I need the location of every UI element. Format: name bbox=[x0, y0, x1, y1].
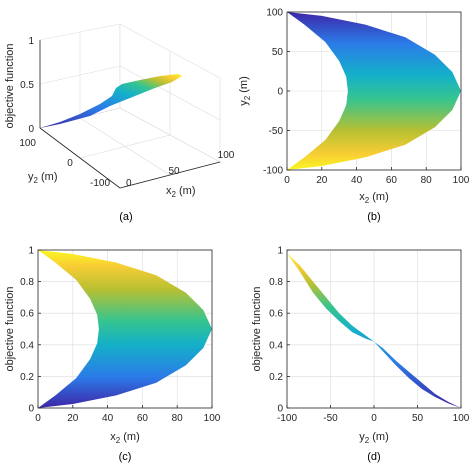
c-ytick-label: 0.4 bbox=[20, 340, 34, 351]
d-xtick-label: 50 bbox=[412, 413, 424, 424]
b-ytick-label: 100 bbox=[266, 8, 283, 19]
panel-c-xlabel: x2 (m) bbox=[110, 431, 140, 445]
panel-a-zlabel: objective function bbox=[4, 44, 16, 129]
panel-c-region bbox=[38, 250, 212, 408]
d-xtick-label: 100 bbox=[453, 413, 470, 424]
panel-a-floor-grid-2 bbox=[79, 134, 171, 159]
b-ytick-label: -50 bbox=[269, 126, 284, 137]
d-xtick-label: -100 bbox=[277, 413, 297, 424]
c-ytick-label: 0.6 bbox=[20, 309, 34, 320]
panel-d-caption: (d) bbox=[367, 451, 380, 463]
c-xtick-label: 0 bbox=[35, 413, 41, 424]
c-ytick-label: 0 bbox=[28, 404, 34, 415]
b-xtick-label: 60 bbox=[386, 175, 398, 186]
panel-a-xlabel: x2 (m) bbox=[166, 185, 196, 199]
b-ytick-label: 50 bbox=[272, 47, 284, 58]
b-ytick-label: 0 bbox=[277, 87, 283, 98]
panel-a-caption: (a) bbox=[119, 211, 132, 223]
d-ytick-label: 0.8 bbox=[269, 277, 283, 288]
panel-c: 0 20 40 60 80 100 1 0.8 0.6 0.4 0.2 0 x2 (m) object… bbox=[4, 246, 221, 464]
d-ytick-label: 0.6 bbox=[269, 309, 283, 320]
panel-a-x-axis bbox=[119, 161, 221, 189]
b-xtick-label: 20 bbox=[316, 175, 328, 186]
panel-a-ylabel: y2 (m) bbox=[28, 171, 58, 185]
panel-c-caption: (c) bbox=[119, 451, 132, 463]
c-xtick-label: 100 bbox=[204, 413, 221, 424]
panel-d: -100 -50 0 50 100 1 0.8 0.6 0.4 0.2 0 y2 (m) objec… bbox=[251, 246, 470, 464]
c-ytick-label: 0.2 bbox=[20, 372, 34, 383]
d-ytick-label: 0 bbox=[277, 404, 283, 415]
c-xtick-label: 80 bbox=[172, 413, 184, 424]
panel-a-ytick-m100: -100 bbox=[90, 178, 110, 189]
panel-b-caption: (b) bbox=[367, 211, 380, 223]
panel-a-surface bbox=[40, 74, 182, 128]
d-ytick-label: 0.4 bbox=[269, 340, 283, 351]
panel-a-ztick-05: 0.5 bbox=[20, 80, 34, 91]
panel-c-ylabel: objective function bbox=[4, 287, 16, 372]
c-xtick-label: 60 bbox=[137, 413, 149, 424]
panel-a-xtick-0: 0 bbox=[126, 178, 132, 189]
b-ytick-label: -100 bbox=[263, 166, 283, 177]
panel-b-xlabel: x2 (m) bbox=[359, 191, 389, 205]
d-xtick-label: 0 bbox=[371, 413, 377, 424]
c-ytick-label: 1 bbox=[28, 246, 34, 257]
panel-b-ylabel: y2 (m) bbox=[238, 76, 252, 106]
d-xtick-label: -50 bbox=[323, 413, 338, 424]
panel-a-y-axis bbox=[39, 127, 121, 189]
panel-d-ylabel: objective function bbox=[251, 287, 263, 372]
b-xtick-label: 0 bbox=[284, 175, 290, 186]
b-xtick-label: 80 bbox=[421, 175, 433, 186]
panel-a-ytick-0: 0 bbox=[67, 158, 73, 169]
panel-a-xtick-100: 100 bbox=[218, 150, 235, 161]
d-ytick-label: 1 bbox=[277, 246, 283, 257]
panel-a-ytick-100: 100 bbox=[19, 138, 36, 149]
b-xtick-label: 100 bbox=[453, 175, 470, 186]
panel-c-box bbox=[37, 249, 213, 409]
d-ytick-label: 0.2 bbox=[269, 372, 283, 383]
panel-b-region bbox=[287, 12, 461, 170]
c-xtick-label: 40 bbox=[102, 413, 114, 424]
panel-a-ztick-0: 0 bbox=[28, 124, 34, 135]
b-xtick-label: 40 bbox=[351, 175, 363, 186]
panel-a-ztick-1: 1 bbox=[28, 36, 34, 47]
panel-d-xlabel: y2 (m) bbox=[359, 431, 389, 445]
panel-a-xtick-50: 50 bbox=[168, 166, 180, 177]
panel-a: 1 0.5 0 100 0 -100 0 50 100 objective fu… bbox=[4, 23, 235, 223]
c-ytick-label: 0.8 bbox=[20, 277, 34, 288]
c-xtick-label: 20 bbox=[67, 413, 79, 424]
